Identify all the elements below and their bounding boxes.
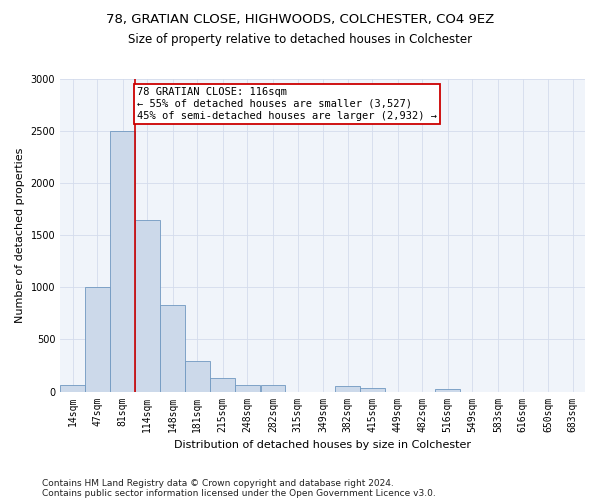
Bar: [185, 362, 209, 392]
Bar: [60, 386, 85, 392]
Text: Contains public sector information licensed under the Open Government Licence v3: Contains public sector information licen…: [42, 488, 436, 498]
Bar: [211, 378, 235, 392]
X-axis label: Distribution of detached houses by size in Colchester: Distribution of detached houses by size …: [174, 440, 471, 450]
Bar: [360, 388, 385, 392]
Bar: [85, 288, 110, 392]
Bar: [160, 305, 185, 392]
Bar: [436, 389, 460, 392]
Bar: [110, 131, 135, 392]
Bar: [135, 220, 160, 392]
Text: Size of property relative to detached houses in Colchester: Size of property relative to detached ho…: [128, 32, 472, 46]
Text: 78 GRATIAN CLOSE: 116sqm
← 55% of detached houses are smaller (3,527)
45% of sem: 78 GRATIAN CLOSE: 116sqm ← 55% of detach…: [137, 88, 437, 120]
Bar: [235, 386, 260, 392]
Text: Contains HM Land Registry data © Crown copyright and database right 2024.: Contains HM Land Registry data © Crown c…: [42, 478, 394, 488]
Y-axis label: Number of detached properties: Number of detached properties: [15, 148, 25, 323]
Bar: [260, 386, 285, 392]
Text: 78, GRATIAN CLOSE, HIGHWOODS, COLCHESTER, CO4 9EZ: 78, GRATIAN CLOSE, HIGHWOODS, COLCHESTER…: [106, 12, 494, 26]
Bar: [335, 386, 360, 392]
